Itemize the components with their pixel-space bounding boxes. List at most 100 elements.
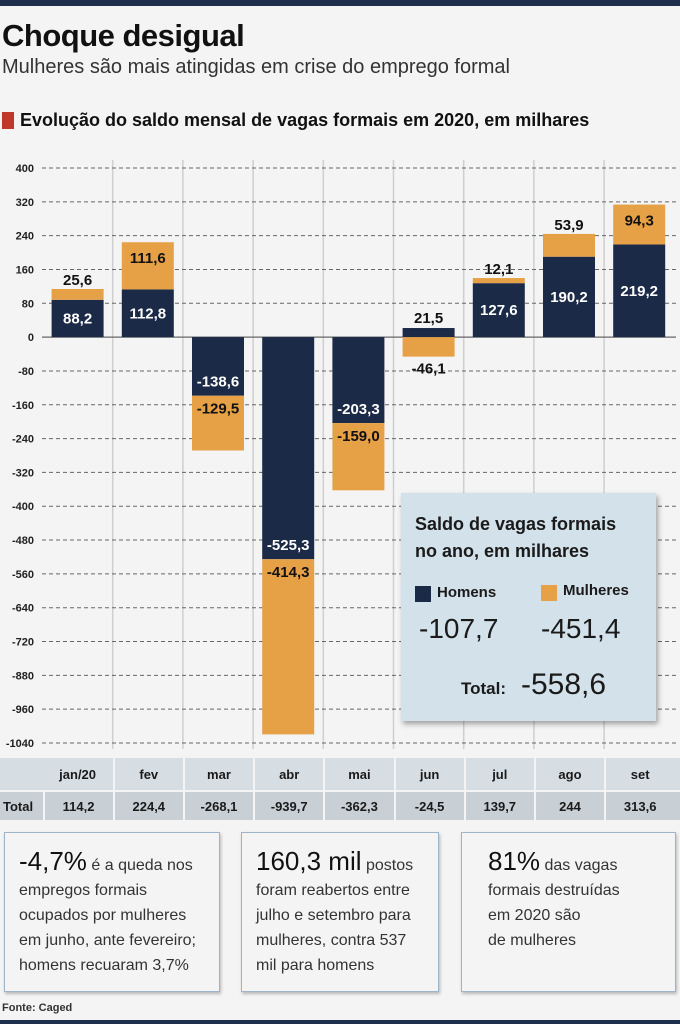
chart-subtitle: Mulheres são mais atingidas em crise do … [2,56,510,78]
chart-title: Choque desigual [2,18,245,53]
bar-label-mulheres: 94,3 [625,213,654,230]
table-month-cell: jan/20 [59,766,97,782]
info-box-1-line1: é a queda nos [91,857,193,874]
info-box-3-line2: formais destruídas [488,882,620,899]
y-tick-label: -160 [12,400,34,412]
table-month-cell: fev [112,758,183,790]
info-box-women-drop: -4,7% é a queda nos empregos formais ocu… [4,832,220,992]
info-box-3-line3: em 2020 são [488,907,581,924]
info-box-1-line2: empregos formais [19,882,148,899]
bar-mulheres [543,233,595,257]
total-annual-value: -558,6 [521,668,607,701]
info-box-2-line5: mil para homens [256,957,375,974]
bar-homens [543,256,595,338]
section-title: Evolução do saldo mensal de vagas formai… [20,110,590,130]
bar-label-mulheres: -159,0 [337,428,380,445]
y-tick-label: 400 [16,163,34,175]
bar-mulheres [613,204,666,245]
table-month-cell: mar [182,758,253,790]
info-box-2-line4: mulheres, contra 537 [256,932,407,949]
y-tick-label: -960 [12,704,34,716]
info-box-1-highlight: -4,7% [19,846,87,876]
legend-homens-label: Homens [437,584,497,601]
bar-label-mulheres: -46,1 [411,361,445,378]
bar-mulheres [121,242,174,290]
y-tick-label: 240 [16,231,34,243]
bottom-rule [0,1020,680,1024]
bar-label-mulheres: -129,5 [197,401,240,418]
bar-label-mulheres: 53,9 [554,217,583,234]
table-month-cell: set [604,758,674,790]
y-tick-label: 80 [22,298,34,310]
legend-mulheres-label: Mulheres [563,582,629,599]
table-total-cell: 313,6 [604,792,674,820]
bar-label-homens: -525,3 [267,537,310,554]
table-month-cell: ago [533,758,604,790]
source-note: Fonte: Caged [2,1002,73,1014]
bar-label-homens: 88,2 [63,310,92,327]
bar-label-mulheres: 25,6 [63,272,92,289]
table-month-row: jan/20 fev mar abr mai jun jul ago set [0,758,680,790]
info-box-3-highlight: 81% [488,846,541,876]
bar-homens [51,299,104,338]
annual-summary-box: Saldo de vagas formais no ano, em milhar… [401,493,656,721]
y-axis-ticks: 400 320 240 160 80 0 -80 -160 -240 -320 -400 -480 -5… [6,163,34,750]
summary-title-line2: no ano, em milhares [415,541,590,561]
legend-mulheres-swatch [541,585,557,601]
info-box-2-line1: postos [365,857,414,874]
y-tick-label: -240 [12,434,34,446]
bar-label-layer: 88,2 25,6 112,8 111,6 -138,6 -129,5 -525,3 -414… [63,213,658,582]
bar-homens [332,337,385,424]
homens-annual-value: -107,7 [419,613,499,644]
table-month-cell: jul [463,758,534,790]
bar-label-homens: 219,2 [620,283,658,300]
y-tick-label: -560 [12,569,34,581]
bar-label-homens: -138,6 [197,374,240,391]
info-box-1-line4: em junho, ante fevereiro; [19,932,196,949]
y-tick-label: -400 [12,501,34,513]
bar-homens [402,328,455,338]
bar-mulheres [472,278,525,284]
bar-label-homens: 127,6 [480,302,518,319]
bar-label-homens: 190,2 [550,289,588,306]
table-total-cell: -24,5 [393,792,464,820]
y-tick-label: -1040 [6,738,34,750]
y-tick-label: -80 [18,366,34,378]
y-tick-label: -480 [12,535,34,547]
bar-homens [472,283,525,338]
info-box-3-line4: de mulheres [488,932,577,949]
bar-label-mulheres: 12,1 [484,261,513,278]
info-box-reopened-jobs: 160,3 mil postos foram reabertos entre j… [241,832,439,992]
table-month-cell: abr [253,758,323,790]
bar-label-mulheres: -414,3 [267,564,310,581]
bar-label-mulheres: 111,6 [130,250,166,267]
table-month-cell: jun [393,758,464,790]
info-box-2-line2: foram reabertos entre [256,882,410,899]
table-month-cell: mai [323,758,393,790]
top-rule [0,0,680,6]
legend-homens-swatch [415,586,431,602]
total-row-label: Total [3,798,34,814]
table-total-cell: 114,2 [42,792,113,820]
y-tick-label: 160 [16,264,34,276]
bar-homens [192,337,244,396]
section-marker [2,112,14,129]
table-total-cell: 244 [533,792,604,820]
y-tick-label: -320 [12,467,34,479]
bar-mulheres [51,289,104,300]
bar-label-homens: 21,5 [414,310,443,327]
bar-layer [51,204,666,735]
y-tick-label: 0 [28,332,34,344]
table-total-cell: -362,3 [323,792,393,820]
y-tick-label: -880 [12,670,34,682]
info-box-2-line3: julho e setembro para [256,907,411,924]
table-total-cell: 224,4 [112,792,183,820]
table-total-cell: -939,7 [253,792,323,820]
bar-mulheres [262,559,315,735]
bar-mulheres [402,337,455,357]
mulheres-annual-value: -451,4 [541,613,621,644]
info-box-1-line3: ocupados por mulheres [19,907,187,924]
info-box-3-line1: das vagas [544,857,618,874]
bar-mulheres [192,395,244,451]
info-box-2-highlight: 160,3 mil [256,846,362,876]
